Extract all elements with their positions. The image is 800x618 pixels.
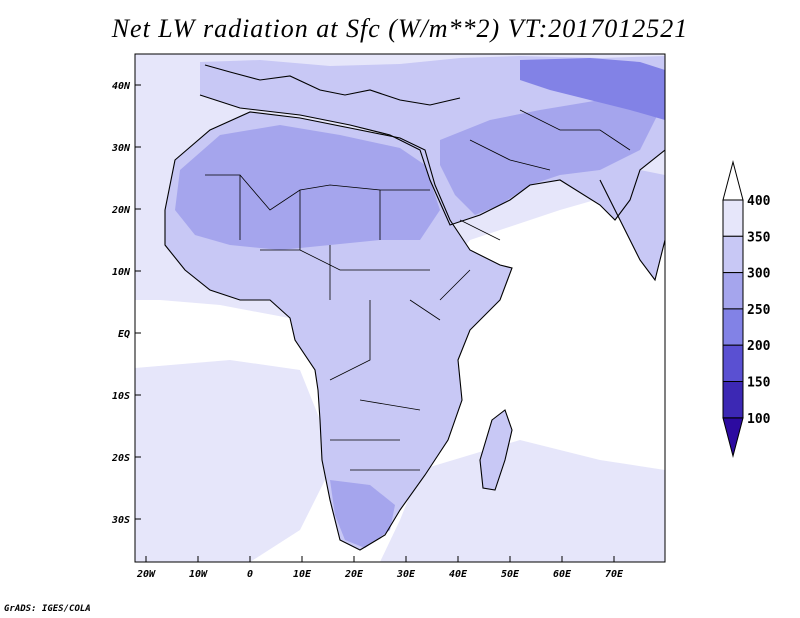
- colorbar-label: 100: [747, 412, 771, 427]
- lon-label: 70E: [605, 569, 624, 580]
- colorbar: 400 350 300 250 200 150 100: [722, 160, 771, 458]
- lat-label: EQ: [118, 329, 130, 340]
- land-arabia-iran: [440, 95, 660, 215]
- colorbar-label: 300: [747, 267, 771, 282]
- colorbar-label: 250: [747, 303, 771, 318]
- lat-label: 20S: [111, 453, 130, 464]
- lon-label: 10W: [189, 569, 208, 580]
- lon-label: 30E: [396, 569, 416, 580]
- ocean-southeast-band: [380, 440, 665, 562]
- colorbar-swatch: [722, 235, 744, 274]
- colorbar-swatch: [722, 199, 744, 237]
- coastline-india: [599, 179, 665, 282]
- coastline-eurasia: [199, 94, 665, 226]
- country-borders: [205, 109, 631, 471]
- lat-label: 30S: [111, 515, 130, 526]
- lat-label: 40N: [112, 81, 131, 92]
- page-title: Net LW radiation at Sfc (W/m**2) VT:2017…: [111, 14, 689, 43]
- colorbar-swatch: [722, 308, 744, 346]
- coastline-africa: [164, 111, 513, 551]
- colorbar-bottom-arrow: [722, 417, 744, 458]
- lon-label: 60E: [553, 569, 572, 580]
- longitude-axis: 20W 10W 0 10E 20E 30E 40E 50E 60E 70E: [136, 556, 624, 580]
- map-panel: [135, 54, 665, 562]
- lat-label: 10S: [112, 391, 130, 402]
- land-southern-africa: [330, 480, 395, 548]
- land-madagascar: [480, 410, 512, 490]
- map-frame: [134, 53, 666, 563]
- lon-label: 0: [247, 569, 253, 580]
- coastline-mediterranean-north: [204, 64, 461, 106]
- lat-label: 30N: [111, 143, 131, 154]
- land-eurasia: [200, 56, 665, 225]
- lon-label: 50E: [501, 569, 520, 580]
- coastlines: [164, 64, 665, 551]
- land-north-asia-dark: [520, 58, 665, 120]
- colorbar-swatch: [722, 344, 744, 383]
- ocean-southwest-band: [135, 360, 330, 562]
- colorbar-label: 350: [747, 230, 771, 245]
- colorbar-label: 200: [747, 339, 771, 354]
- colorbar-label: 400: [747, 194, 771, 209]
- latitude-axis: 40N 30N 20N 10N EQ 10S 20S 30S: [111, 81, 141, 526]
- credit-text: GrADS: IGES/COLA: [4, 604, 91, 614]
- lon-label: 20W: [136, 569, 156, 580]
- colorbar-swatch: [722, 272, 744, 310]
- land-sahara: [175, 125, 440, 250]
- lat-label: 20N: [111, 205, 131, 216]
- lon-label: 40E: [449, 569, 468, 580]
- colorbar-top-arrow: [722, 160, 744, 201]
- land-india: [600, 170, 665, 280]
- lon-label: 10E: [293, 569, 312, 580]
- colorbar-swatch: [722, 381, 744, 419]
- colorbar-label: 150: [747, 376, 771, 391]
- lat-label: 10N: [112, 267, 131, 278]
- coastline-madagascar: [479, 409, 513, 491]
- lon-label: 20E: [344, 569, 364, 580]
